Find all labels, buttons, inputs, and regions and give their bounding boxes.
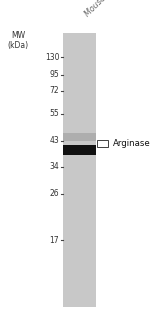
Bar [63, 133, 96, 141]
Bar [63, 145, 96, 155]
Text: 55: 55 [50, 109, 59, 118]
Text: 43: 43 [50, 136, 59, 145]
Bar [63, 33, 96, 307]
Bar [97, 140, 108, 147]
Text: Arginase1: Arginase1 [113, 139, 150, 148]
Text: 72: 72 [50, 86, 59, 95]
Text: 95: 95 [50, 70, 59, 79]
Text: 26: 26 [50, 189, 59, 198]
Text: 17: 17 [50, 236, 59, 245]
Text: Mouse liver: Mouse liver [83, 0, 122, 18]
Text: MW
(kDa): MW (kDa) [8, 31, 29, 50]
Text: 130: 130 [45, 53, 59, 62]
Text: 34: 34 [50, 162, 59, 171]
